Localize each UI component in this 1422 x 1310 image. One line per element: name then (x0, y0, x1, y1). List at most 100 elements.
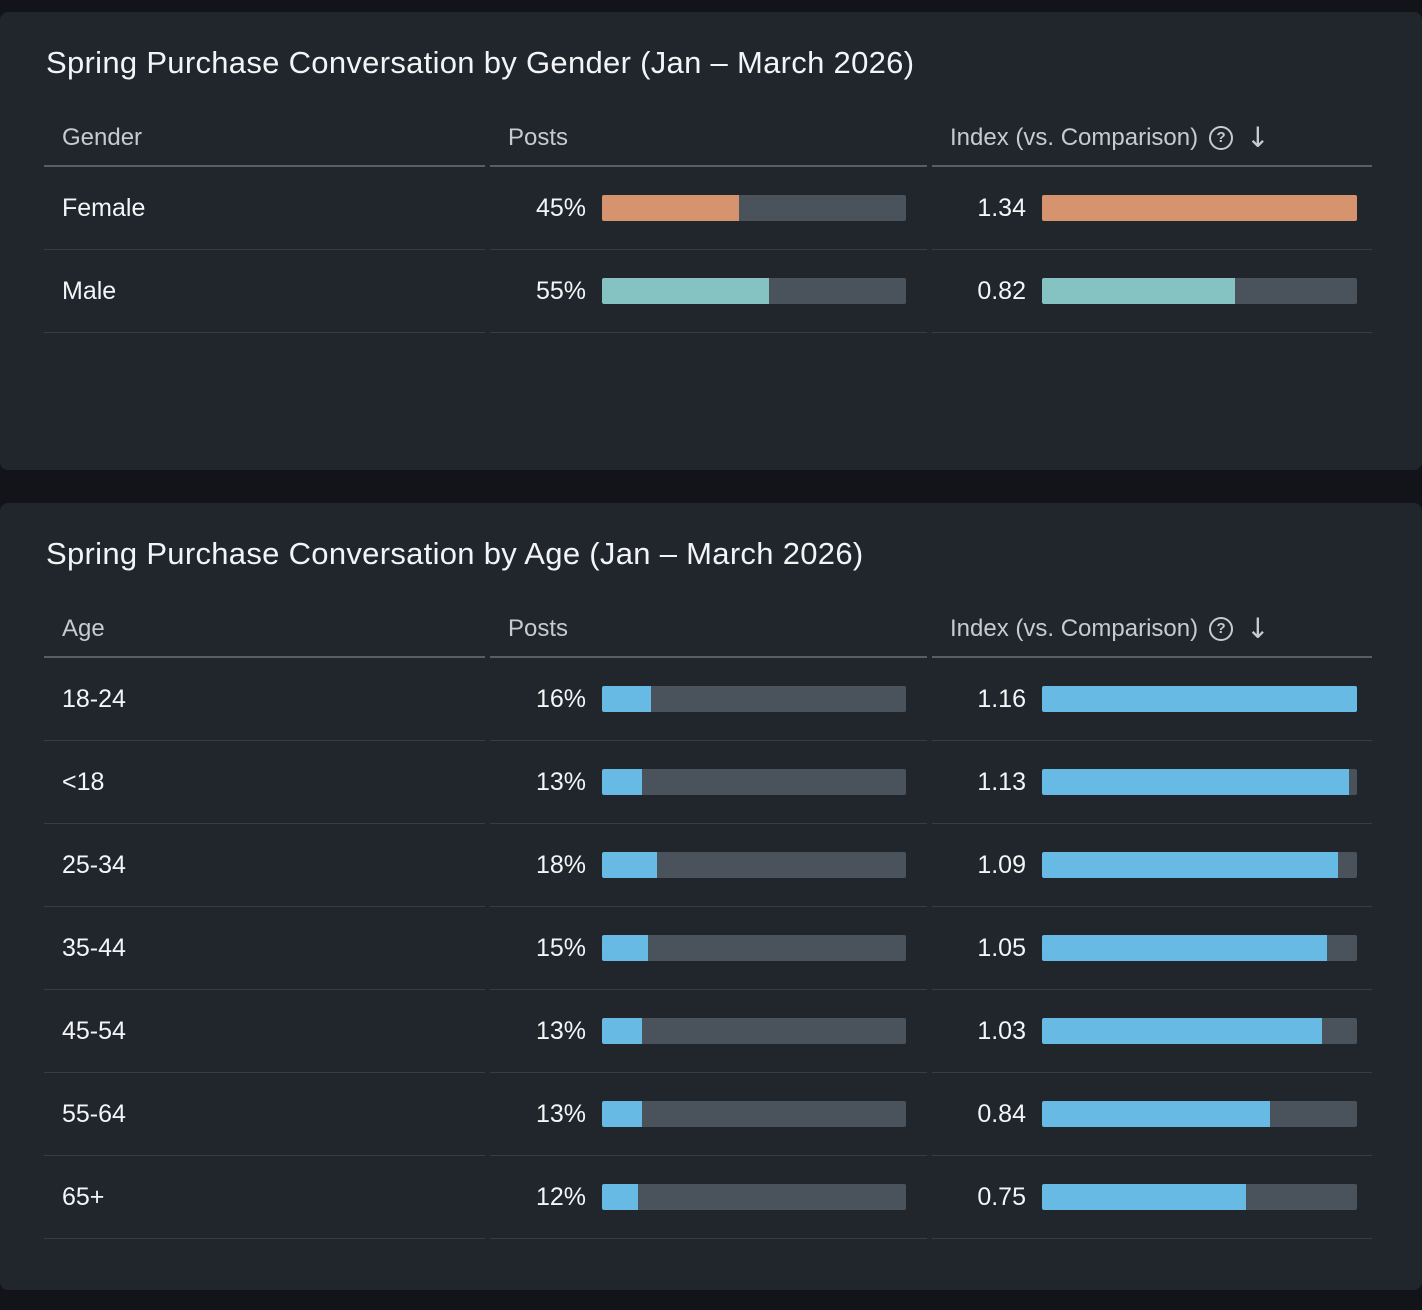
row-label: 65+ (44, 1156, 485, 1239)
posts-bar-fill (602, 686, 651, 712)
row-label: 25-34 (44, 824, 485, 907)
index-bar-fill (1042, 852, 1339, 878)
posts-bar-track (602, 1101, 906, 1127)
index-value: 1.03 (977, 1016, 1026, 1045)
gender-table: Gender Posts Index (vs. Comparison) ? ↓ … (44, 110, 1372, 333)
posts-percent-value: 13% (535, 1099, 586, 1128)
index-value: 0.84 (977, 1099, 1026, 1128)
posts-bar-track (602, 195, 906, 221)
posts-bar-track (602, 935, 906, 961)
table-row: 35-44 15% 1.05 (44, 907, 1372, 990)
table-row: 25-34 18% 1.09 (44, 824, 1372, 907)
index-bar-fill (1042, 1184, 1246, 1210)
posts-bar-fill (602, 935, 648, 961)
row-label: 55-64 (44, 1073, 485, 1156)
help-icon[interactable]: ? (1209, 616, 1234, 641)
posts-bar-fill (602, 1101, 642, 1127)
age-panel-title: Spring Purchase Conversation by Age (Jan… (46, 536, 864, 571)
column-header-index-label: Index (vs. Comparison) (950, 614, 1199, 642)
age-table-body: 18-24 16% 1.16 <18 13% 1.13 25 (44, 658, 1372, 1239)
posts-cell: 13% (490, 741, 927, 824)
sort-descending-icon[interactable]: ↓ (1246, 120, 1270, 154)
table-row: <18 13% 1.13 (44, 741, 1372, 824)
index-value: 0.75 (977, 1182, 1026, 1211)
column-header-age: Age (44, 601, 485, 658)
index-bar-track (1042, 769, 1357, 795)
row-label: 35-44 (44, 907, 485, 990)
age-table: Age Posts Index (vs. Comparison) ? ↓ 18-… (44, 601, 1372, 1239)
posts-percent-value: 12% (535, 1182, 586, 1211)
index-cell: 1.13 (932, 741, 1372, 824)
table-row: 55-64 13% 0.84 (44, 1073, 1372, 1156)
posts-cell: 55% (490, 250, 927, 333)
gender-panel-title: Spring Purchase Conversation by Gender (… (46, 45, 915, 80)
top-margin (0, 0, 1422, 12)
posts-bar-track (602, 769, 906, 795)
index-bar-fill (1042, 278, 1235, 304)
age-table-header: Age Posts Index (vs. Comparison) ? ↓ (44, 601, 1372, 658)
column-header-gender: Gender (44, 110, 485, 167)
index-value: 1.16 (977, 684, 1026, 713)
column-header-index: Index (vs. Comparison) ? ↓ (932, 601, 1372, 658)
posts-cell: 15% (490, 907, 927, 990)
row-label: 45-54 (44, 990, 485, 1073)
index-cell: 0.75 (932, 1156, 1372, 1239)
table-row: 65+ 12% 0.75 (44, 1156, 1372, 1239)
index-bar-fill (1042, 195, 1357, 221)
posts-percent-value: 15% (535, 933, 586, 962)
index-bar-fill (1042, 769, 1349, 795)
gender-panel: Spring Purchase Conversation by Gender (… (0, 12, 1422, 470)
index-bar-track (1042, 686, 1357, 712)
index-bar-track (1042, 1018, 1357, 1044)
posts-percent-value: 13% (535, 767, 586, 796)
index-bar-track (1042, 1101, 1357, 1127)
row-label: Male (44, 250, 485, 333)
posts-bar-track (602, 1018, 906, 1044)
posts-cell: 45% (490, 167, 927, 250)
help-icon[interactable]: ? (1209, 125, 1234, 150)
index-cell: 1.05 (932, 907, 1372, 990)
gender-table-header: Gender Posts Index (vs. Comparison) ? ↓ (44, 110, 1372, 167)
index-bar-track (1042, 1184, 1357, 1210)
posts-bar-track (602, 1184, 906, 1210)
index-bar-fill (1042, 686, 1357, 712)
panel-divider (0, 470, 1422, 503)
table-row: 45-54 13% 1.03 (44, 990, 1372, 1073)
index-value: 1.34 (977, 193, 1026, 222)
posts-cell: 13% (490, 1073, 927, 1156)
index-bar-fill (1042, 935, 1328, 961)
row-label: <18 (44, 741, 485, 824)
index-bar-track (1042, 195, 1357, 221)
posts-bar-track (602, 852, 906, 878)
index-bar-track (1042, 278, 1357, 304)
posts-bar-track (602, 278, 906, 304)
index-cell: 1.34 (932, 167, 1372, 250)
posts-cell: 16% (490, 658, 927, 741)
age-panel: Spring Purchase Conversation by Age (Jan… (0, 503, 1422, 1290)
column-header-posts: Posts (490, 601, 927, 658)
posts-percent-value: 16% (535, 684, 586, 713)
posts-bar-fill (602, 1184, 639, 1210)
posts-bar-fill (602, 278, 770, 304)
table-row: Female 45% 1.34 (44, 167, 1372, 250)
column-header-index: Index (vs. Comparison) ? ↓ (932, 110, 1372, 167)
column-header-index-label: Index (vs. Comparison) (950, 123, 1199, 151)
index-value: 1.13 (977, 767, 1026, 796)
index-value: 0.82 (977, 276, 1026, 305)
index-bar-track (1042, 852, 1357, 878)
row-label: 18-24 (44, 658, 485, 741)
table-row: 18-24 16% 1.16 (44, 658, 1372, 741)
index-cell: 0.82 (932, 250, 1372, 333)
sort-descending-icon[interactable]: ↓ (1246, 611, 1270, 645)
index-cell: 1.16 (932, 658, 1372, 741)
posts-cell: 18% (490, 824, 927, 907)
posts-cell: 12% (490, 1156, 927, 1239)
index-bar-fill (1042, 1018, 1322, 1044)
posts-bar-fill (602, 195, 739, 221)
index-bar-track (1042, 935, 1357, 961)
posts-cell: 13% (490, 990, 927, 1073)
posts-bar-fill (602, 769, 642, 795)
posts-percent-value: 45% (535, 193, 586, 222)
posts-bar-fill (602, 852, 657, 878)
posts-percent-value: 55% (535, 276, 586, 305)
